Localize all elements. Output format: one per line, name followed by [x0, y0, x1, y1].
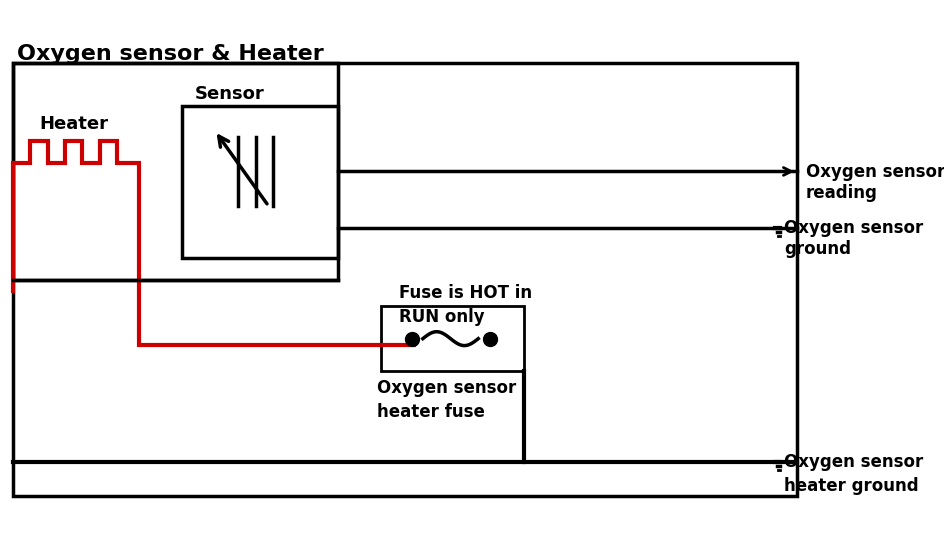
Text: Oxygen sensor
reading: Oxygen sensor reading [806, 163, 944, 202]
Bar [182, 106, 338, 258]
Text: Oxygen sensor
heater ground: Oxygen sensor heater ground [784, 453, 923, 495]
Bar [13, 63, 797, 497]
Text: Oxygen sensor
ground: Oxygen sensor ground [784, 219, 923, 258]
Text: Oxygen sensor
heater fuse: Oxygen sensor heater fuse [377, 379, 516, 421]
Text: Oxygen sensor & Heater: Oxygen sensor & Heater [17, 44, 324, 64]
Bar [13, 63, 338, 280]
Bar [381, 306, 524, 371]
Text: Heater: Heater [39, 115, 108, 133]
Text: Fuse is HOT in
RUN only: Fuse is HOT in RUN only [398, 284, 531, 326]
Text: Sensor: Sensor [195, 85, 264, 103]
